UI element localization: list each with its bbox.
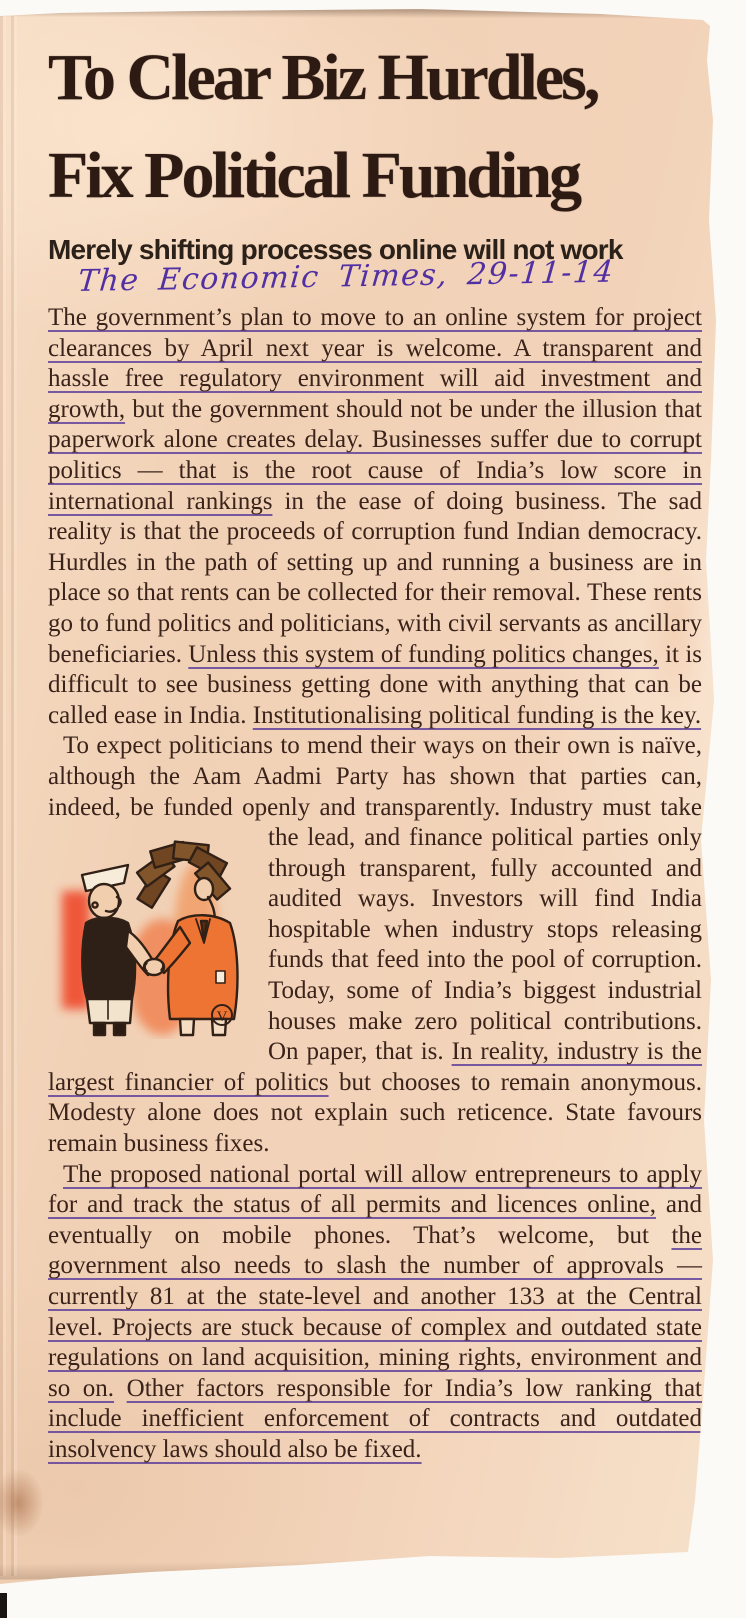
headline-line-1: To Clear Biz Hurdles,: [48, 41, 600, 114]
paper-stain: [640, 540, 710, 720]
text-run: it is difficult to see business getting …: [48, 640, 703, 729]
pocket-square: [215, 970, 226, 984]
text-run: but chooses to remain anonymous. Modesty…: [48, 1068, 702, 1158]
cartoon-svg: V: [62, 840, 239, 1037]
pen-underlined-text: Unless this system of funding politics c…: [188, 640, 659, 668]
text-run: in the ease of doing business. The sad r…: [48, 487, 702, 668]
handshake-hands: [142, 957, 166, 977]
scanner-edge-mark: [0, 1593, 7, 1618]
politician-leg: [112, 1021, 127, 1037]
text-run: To expect politicians to mend their ways…: [48, 732, 702, 821]
suit-lapel: [195, 918, 211, 944]
cartoon-illustration: V: [44, 827, 242, 1039]
politician-head: [87, 882, 121, 920]
businessman-tie: [199, 919, 209, 943]
politician-vest: [81, 916, 137, 1001]
article-paragraph: To expect politicians to mend their ways…: [48, 731, 702, 1159]
pen-underlined-text: The government’s plan to move to an onli…: [48, 304, 702, 423]
politician-dhoti: [85, 997, 134, 1025]
cartoon-signature: V: [217, 1009, 228, 1025]
paper-crease-shading: [0, 16, 22, 1576]
headline-line-2: Fix Political Funding: [48, 139, 582, 212]
politician-leg: [92, 1021, 107, 1037]
subheadline: Merely shifting processes online will no…: [48, 234, 623, 265]
pen-underlined-text: The proposed national portal will allow …: [48, 1160, 702, 1219]
pen-underlined-text: Other factors responsible for India’s lo…: [48, 1374, 703, 1463]
paper-stain: [0, 1468, 44, 1538]
businessman-hand-holding-money: [193, 876, 215, 902]
paper-torn-edge-top: [0, 9, 711, 19]
gandhi-cap: [80, 863, 130, 893]
paper-torn-edge-bottom: [0, 1556, 701, 1580]
text-run: [114, 1375, 127, 1402]
pen-underlined-text: paperwork alone creates delay. Businesse…: [48, 426, 702, 515]
text-run: and eventually on mobile phones. That’s …: [48, 1191, 702, 1249]
pen-underlined-text: In reality, industry is the largest fina…: [48, 1038, 702, 1096]
pen-underlined-text: the government also needs to slash the n…: [48, 1221, 702, 1402]
text-run: Industry must take the lead, and finance…: [268, 793, 702, 1066]
article-body: The government’s plan to move to an onli…: [48, 303, 702, 1466]
article-paragraph: The government’s plan to move to an onli…: [48, 303, 702, 731]
article-paragraph: The proposed national portal will allow …: [48, 1160, 702, 1466]
businessman-figure: [135, 840, 239, 1037]
article-column: To Clear Biz Hurdles, Fix Political Fund…: [48, 22, 702, 1466]
text-run: but the government should not be under t…: [125, 395, 702, 423]
cartoon-signature-circle: V: [211, 1004, 233, 1027]
businessman-leg: [178, 1017, 196, 1037]
money-fan: [135, 840, 232, 910]
pen-underlined-text: Institutionalising political funding is …: [252, 701, 702, 729]
